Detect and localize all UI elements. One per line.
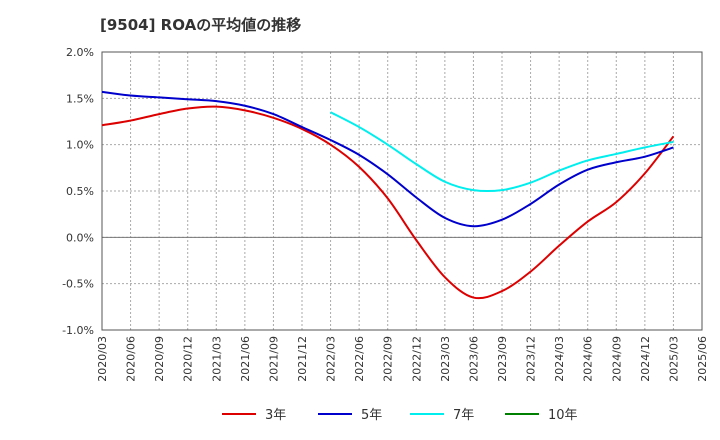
- x-tick-label: 2021/09: [267, 336, 280, 382]
- y-tick-label: 1.0%: [66, 139, 94, 152]
- x-tick-label: 2023/03: [439, 336, 452, 382]
- x-tick-label: 2021/12: [296, 336, 309, 382]
- x-tick-label: 2024/09: [610, 336, 623, 382]
- y-tick-label: 2.0%: [66, 46, 94, 59]
- x-tick-label: 2022/12: [410, 336, 423, 382]
- x-tick-label: 2020/06: [125, 336, 138, 382]
- series-line-2: [101, 90, 674, 228]
- legend-label-4: 10年: [548, 408, 578, 423]
- x-tick-label: 2024/12: [639, 336, 652, 382]
- x-tick-label: 2024/03: [553, 336, 566, 382]
- plot-frame: [101, 51, 703, 331]
- y-tick-label: 0.0%: [66, 231, 94, 244]
- series-line-3: [330, 111, 674, 193]
- x-tick-label: 2022/03: [325, 336, 338, 382]
- series-line-1: [101, 105, 675, 300]
- x-tick-label: 2020/12: [182, 336, 195, 382]
- x-tick-label: 2023/12: [525, 336, 538, 382]
- x-tick-label: 2024/06: [582, 336, 595, 382]
- x-tick-label: 2022/06: [353, 336, 366, 382]
- legend-label-2: 5年: [361, 408, 382, 423]
- x-tick-label: 2023/06: [467, 336, 480, 382]
- legend-label-3: 7年: [453, 408, 474, 423]
- x-tick-label: 2020/03: [96, 336, 109, 382]
- x-tick-label: 2020/09: [153, 336, 166, 382]
- x-tick-label: 2021/03: [210, 336, 223, 382]
- y-tick-label: -0.5%: [62, 278, 94, 291]
- y-tick-label: -1.0%: [62, 324, 94, 337]
- chart-title: [9504] ROAの平均値の推移: [100, 16, 302, 34]
- x-tick-label: 2023/09: [496, 336, 509, 382]
- legend-label-1: 3年: [265, 408, 286, 423]
- y-tick-label: 0.5%: [66, 185, 94, 198]
- x-tick-label: 2025/03: [667, 336, 680, 382]
- x-tick-label: 2022/09: [382, 336, 395, 382]
- x-tick-label: 2021/06: [239, 336, 252, 382]
- x-tick-label: 2025/06: [696, 336, 709, 382]
- y-tick-label: 1.5%: [66, 92, 94, 105]
